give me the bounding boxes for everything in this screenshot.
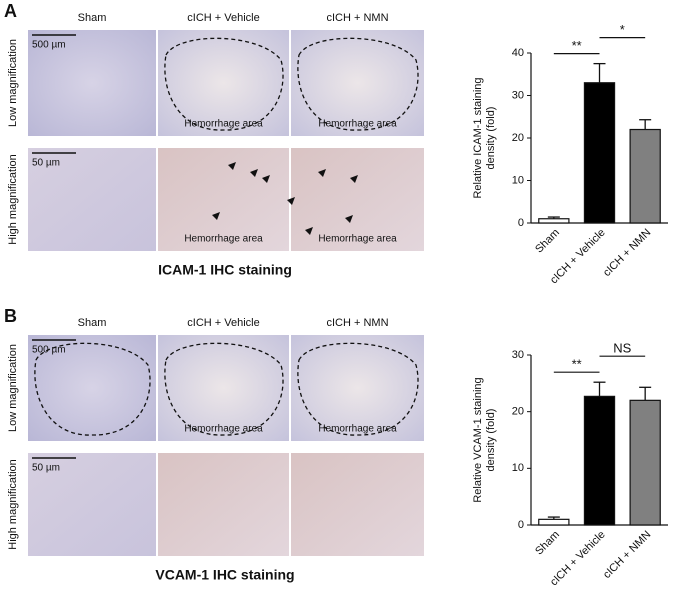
y-axis-label: density (fold) [485, 409, 497, 472]
y-axis-label: density (fold) [485, 107, 497, 170]
y-tick-label: 30 [512, 89, 524, 101]
x-tick-label: Sham [533, 529, 562, 558]
column-label: cICH + Vehicle [187, 12, 259, 24]
scale-bar-label: 500 µm [32, 345, 66, 356]
row-label: High magnification [7, 459, 19, 550]
micrograph [291, 335, 424, 441]
micrograph [291, 148, 424, 251]
arrowhead [228, 162, 236, 170]
y-axis-label: Relative ICAM-1 staining [472, 77, 484, 198]
arrowhead [305, 227, 313, 235]
hemorrhage-outline [297, 37, 419, 131]
micrograph [28, 335, 156, 441]
micrograph [28, 453, 156, 556]
significance-label: NS [613, 341, 631, 356]
arrowhead [318, 169, 326, 177]
arrowhead [250, 169, 258, 177]
arrowhead [350, 175, 358, 183]
region-label: Hemorrhage area [318, 234, 397, 245]
micrograph [158, 148, 289, 251]
panel-label: A [4, 1, 17, 21]
y-tick-label: 10 [512, 174, 524, 186]
significance-label: ** [572, 357, 582, 372]
micrograph [28, 148, 156, 251]
x-tick-label: cICH + NMN [601, 529, 653, 581]
panel-label: B [4, 306, 17, 326]
micrograph [291, 30, 424, 136]
column-label: Sham [78, 12, 107, 24]
y-tick-label: 30 [512, 349, 524, 361]
micrograph [158, 335, 289, 441]
region-label: Hemorrhage area [184, 234, 263, 245]
scale-bar-label: 500 µm [32, 40, 66, 51]
region-label: Hemorrhage area [184, 119, 263, 130]
row-label: High magnification [7, 154, 19, 245]
y-axis-label: Relative VCAM-1 staining [472, 377, 484, 502]
column-label: Sham [78, 317, 107, 329]
arrowhead [212, 212, 220, 220]
significance-label: ** [572, 38, 582, 53]
arrowhead [345, 215, 353, 223]
scale-bar-label: 50 µm [32, 158, 60, 169]
y-tick-label: 20 [512, 132, 524, 144]
column-label: cICH + NMN [326, 12, 388, 24]
y-tick-label: 10 [512, 462, 524, 474]
y-tick-label: 20 [512, 406, 524, 418]
column-label: cICH + NMN [326, 317, 388, 329]
y-tick-label: 0 [518, 519, 524, 531]
micrograph [158, 453, 289, 556]
hemorrhage-outline [164, 37, 284, 131]
region-label: Hemorrhage area [318, 119, 397, 130]
bar [538, 518, 570, 526]
caption: ICAM-1 IHC staining [158, 262, 292, 278]
micrograph [158, 30, 289, 136]
micrograph [291, 453, 424, 556]
scale-bar-label: 50 µm [32, 463, 60, 474]
bar [629, 128, 661, 224]
bar [583, 395, 616, 526]
hemorrhage-outline [297, 342, 419, 436]
region-label: Hemorrhage area [184, 424, 263, 435]
y-tick-label: 40 [512, 47, 524, 59]
y-tick-label: 0 [518, 217, 524, 229]
caption: VCAM-1 IHC staining [155, 567, 294, 583]
arrowhead [287, 197, 295, 205]
arrowhead [262, 175, 270, 183]
bar [538, 218, 570, 224]
column-label: cICH + Vehicle [187, 317, 259, 329]
x-tick-label: Sham [533, 227, 562, 256]
bar [583, 82, 616, 224]
hemorrhage-outline [164, 342, 284, 436]
micrograph [28, 30, 156, 136]
row-label: Low magnification [7, 344, 19, 432]
x-tick-label: cICH + NMN [601, 227, 653, 279]
significance-label: * [620, 22, 625, 37]
region-label: Hemorrhage area [318, 424, 397, 435]
bar [629, 399, 661, 526]
row-label: Low magnification [7, 39, 19, 127]
hemorrhage-outline [34, 342, 151, 436]
